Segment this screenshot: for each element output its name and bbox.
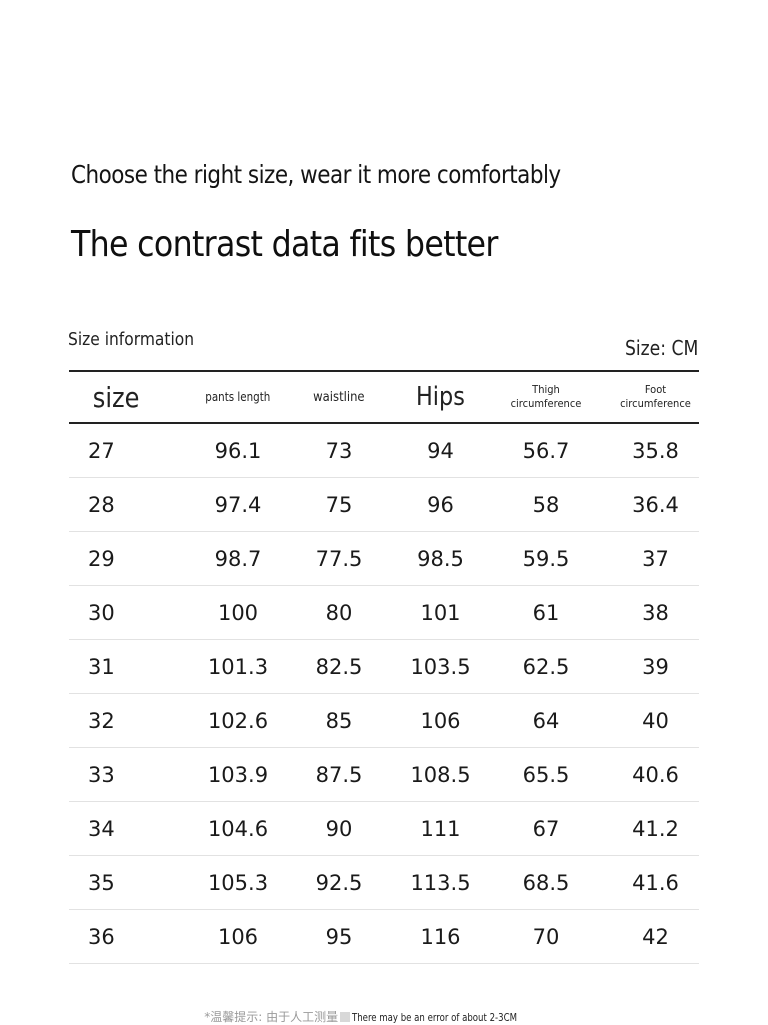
cell-thigh-circumference: 61 <box>480 585 612 640</box>
cell-waistline: 80 <box>277 585 401 640</box>
cell-foot-circumference: 38 <box>612 585 699 640</box>
cell-pants-length: 106 <box>199 909 277 964</box>
cell-foot-circumference: 36.4 <box>612 477 699 532</box>
unit-label: Size: CM <box>624 336 698 360</box>
cell-foot-circumference: 42 <box>612 909 699 964</box>
cell-hips: 103.5 <box>401 639 480 694</box>
table-row: 31 101.3 82.5 103.5 62.5 39 <box>69 639 699 694</box>
header-size: size <box>92 380 140 414</box>
cell-hips: 106 <box>401 693 480 748</box>
cell-thigh-circumference: 62.5 <box>480 639 612 694</box>
cell-size: 27 <box>69 423 199 478</box>
cell-hips: 94 <box>401 423 480 478</box>
header-waistline: waistline <box>313 388 365 405</box>
cell-pants-length: 104.6 <box>199 801 277 856</box>
page-title: The contrast data fits better <box>71 224 498 265</box>
header-hips: Hips <box>416 381 465 412</box>
cell-hips: 116 <box>401 909 480 964</box>
cell-size: 31 <box>69 639 199 694</box>
cell-waistline: 82.5 <box>277 639 401 694</box>
cell-foot-circumference: 35.8 <box>612 423 699 478</box>
cell-size: 33 <box>69 747 199 802</box>
cell-waistline: 90 <box>277 801 401 856</box>
table-row: 36 106 95 116 70 42 <box>69 909 699 964</box>
cell-size: 29 <box>69 531 199 586</box>
cell-pants-length: 101.3 <box>199 639 277 694</box>
footnote: *温馨提示: 由于人工测量 There may be an error of ab… <box>0 1008 768 1025</box>
cell-thigh-circumference: 67 <box>480 801 612 856</box>
cell-size: 30 <box>69 585 199 640</box>
cell-thigh-circumference: 68.5 <box>480 855 612 910</box>
cell-thigh-circumference: 64 <box>480 693 612 748</box>
cell-foot-circumference: 41.2 <box>612 801 699 856</box>
cell-foot-circumference: 40 <box>612 693 699 748</box>
cell-size: 28 <box>69 477 199 532</box>
cell-size: 35 <box>69 855 199 910</box>
subtitle: Choose the right size, wear it more comf… <box>71 160 561 189</box>
header-row: size pants length waistline Hips Thigh c… <box>69 371 699 423</box>
cell-pants-length: 105.3 <box>199 855 277 910</box>
cell-foot-circumference: 39 <box>612 639 699 694</box>
cell-pants-length: 97.4 <box>199 477 277 532</box>
table-row: 29 98.7 77.5 98.5 59.5 37 <box>69 531 699 586</box>
footnote-chinese: *温馨提示: 由于人工测量 <box>204 1010 339 1024</box>
cell-hips: 98.5 <box>401 531 480 586</box>
cell-waistline: 73 <box>277 423 401 478</box>
cell-hips: 108.5 <box>401 747 480 802</box>
cell-thigh-circumference: 58 <box>480 477 612 532</box>
table-row: 27 96.1 73 94 56.7 35.8 <box>69 423 699 478</box>
cell-waistline: 92.5 <box>277 855 401 910</box>
cell-pants-length: 96.1 <box>199 423 277 478</box>
cell-thigh-circumference: 59.5 <box>480 531 612 586</box>
size-table: size pants length waistline Hips Thigh c… <box>69 370 699 964</box>
cell-hips: 96 <box>401 477 480 532</box>
table-row: 30 100 80 101 61 38 <box>69 585 699 640</box>
table-row: 32 102.6 85 106 64 40 <box>69 693 699 748</box>
table-body: 27 96.1 73 94 56.7 35.8 28 97.4 75 96 58 36.4 29 98.7… <box>69 423 699 964</box>
cell-foot-circumference: 40.6 <box>612 747 699 802</box>
footnote-english: There may be an error of about 2-3CM <box>352 1011 518 1024</box>
cell-waistline: 87.5 <box>277 747 401 802</box>
table-row: 34 104.6 90 111 67 41.2 <box>69 801 699 856</box>
table-row: 33 103.9 87.5 108.5 65.5 40.6 <box>69 747 699 802</box>
cell-thigh-circumference: 56.7 <box>480 423 612 478</box>
cell-pants-length: 102.6 <box>199 693 277 748</box>
cell-pants-length: 98.7 <box>199 531 277 586</box>
cell-hips: 111 <box>401 801 480 856</box>
cell-hips: 113.5 <box>401 855 480 910</box>
table-label: Size information <box>68 329 195 350</box>
cell-size: 36 <box>69 909 199 964</box>
cell-foot-circumference: 41.6 <box>612 855 699 910</box>
table-header: size pants length waistline Hips Thigh c… <box>69 371 699 423</box>
cell-waistline: 85 <box>277 693 401 748</box>
cell-foot-circumference: 37 <box>612 531 699 586</box>
cell-pants-length: 103.9 <box>199 747 277 802</box>
cell-size: 32 <box>69 693 199 748</box>
cell-waistline: 77.5 <box>277 531 401 586</box>
cell-waistline: 95 <box>277 909 401 964</box>
header-thigh-circumference: Thigh circumference <box>510 383 582 410</box>
cell-hips: 101 <box>401 585 480 640</box>
cell-thigh-circumference: 65.5 <box>480 747 612 802</box>
cell-waistline: 75 <box>277 477 401 532</box>
table-row: 35 105.3 92.5 113.5 68.5 41.6 <box>69 855 699 910</box>
cell-pants-length: 100 <box>199 585 277 640</box>
header-foot-circumference: Foot circumference <box>620 383 691 410</box>
cell-size: 34 <box>69 801 199 856</box>
placeholder-glyph <box>340 1012 351 1022</box>
header-pants-length: pants length <box>205 389 271 404</box>
table-row: 28 97.4 75 96 58 36.4 <box>69 477 699 532</box>
cell-thigh-circumference: 70 <box>480 909 612 964</box>
